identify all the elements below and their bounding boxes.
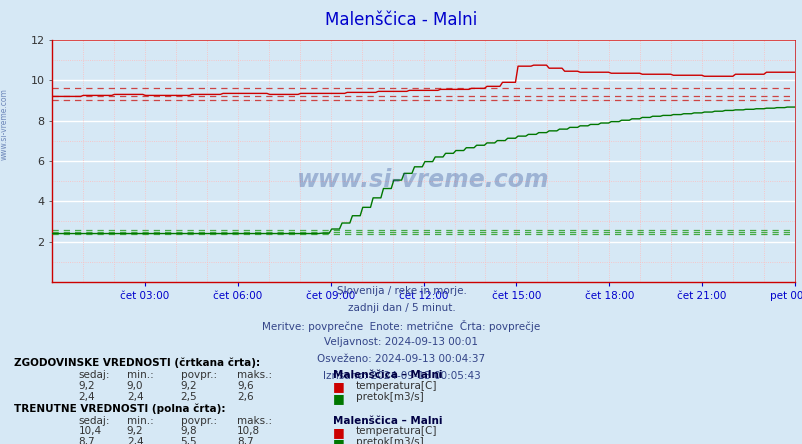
Text: www.si-vreme.com: www.si-vreme.com bbox=[297, 168, 549, 192]
Text: 2,4: 2,4 bbox=[127, 437, 144, 444]
Text: pretok[m3/s]: pretok[m3/s] bbox=[355, 392, 423, 402]
Text: temperatura[C]: temperatura[C] bbox=[355, 381, 436, 391]
Text: 10,4: 10,4 bbox=[79, 426, 102, 436]
Text: sedaj:: sedaj: bbox=[79, 416, 110, 426]
Text: pretok[m3/s]: pretok[m3/s] bbox=[355, 437, 423, 444]
Text: ■: ■ bbox=[333, 392, 345, 404]
Text: 2,4: 2,4 bbox=[127, 392, 144, 402]
Text: 10,8: 10,8 bbox=[237, 426, 260, 436]
Text: 8,7: 8,7 bbox=[79, 437, 95, 444]
Text: 9,2: 9,2 bbox=[180, 381, 197, 391]
Text: Slovenija / reke in morje.: Slovenija / reke in morje. bbox=[336, 286, 466, 297]
Text: ZGODOVINSKE VREDNOSTI (črtkana črta):: ZGODOVINSKE VREDNOSTI (črtkana črta): bbox=[14, 357, 261, 368]
Text: maks.:: maks.: bbox=[237, 370, 272, 380]
Text: povpr.:: povpr.: bbox=[180, 416, 217, 426]
Text: 9,2: 9,2 bbox=[79, 381, 95, 391]
Text: 2,5: 2,5 bbox=[180, 392, 197, 402]
Text: min.:: min.: bbox=[127, 416, 153, 426]
Text: Malenščica – Malni: Malenščica – Malni bbox=[333, 370, 442, 380]
Text: Malenščica - Malni: Malenščica - Malni bbox=[325, 11, 477, 29]
Text: ■: ■ bbox=[333, 381, 345, 393]
Text: zadnji dan / 5 minut.: zadnji dan / 5 minut. bbox=[347, 303, 455, 313]
Text: 5,5: 5,5 bbox=[180, 437, 197, 444]
Text: Malenščica – Malni: Malenščica – Malni bbox=[333, 416, 442, 426]
Text: 9,8: 9,8 bbox=[180, 426, 197, 436]
Text: 8,7: 8,7 bbox=[237, 437, 253, 444]
Text: sedaj:: sedaj: bbox=[79, 370, 110, 380]
Text: www.si-vreme.com: www.si-vreme.com bbox=[0, 88, 9, 160]
Text: 2,6: 2,6 bbox=[237, 392, 253, 402]
Text: Izrisano: 2024-09-13 00:05:43: Izrisano: 2024-09-13 00:05:43 bbox=[322, 371, 480, 381]
Text: temperatura[C]: temperatura[C] bbox=[355, 426, 436, 436]
Text: 2,4: 2,4 bbox=[79, 392, 95, 402]
Text: 9,0: 9,0 bbox=[127, 381, 144, 391]
Text: ■: ■ bbox=[333, 437, 345, 444]
Text: maks.:: maks.: bbox=[237, 416, 272, 426]
Text: Osveženo: 2024-09-13 00:04:37: Osveženo: 2024-09-13 00:04:37 bbox=[317, 354, 485, 364]
Text: ■: ■ bbox=[333, 426, 345, 439]
Text: Meritve: povprečne  Enote: metrične  Črta: povprečje: Meritve: povprečne Enote: metrične Črta:… bbox=[262, 320, 540, 332]
Text: TRENUTNE VREDNOSTI (polna črta):: TRENUTNE VREDNOSTI (polna črta): bbox=[14, 403, 225, 414]
Text: 9,6: 9,6 bbox=[237, 381, 253, 391]
Text: min.:: min.: bbox=[127, 370, 153, 380]
Text: Veljavnost: 2024-09-13 00:01: Veljavnost: 2024-09-13 00:01 bbox=[324, 337, 478, 347]
Text: 9,2: 9,2 bbox=[127, 426, 144, 436]
Text: povpr.:: povpr.: bbox=[180, 370, 217, 380]
